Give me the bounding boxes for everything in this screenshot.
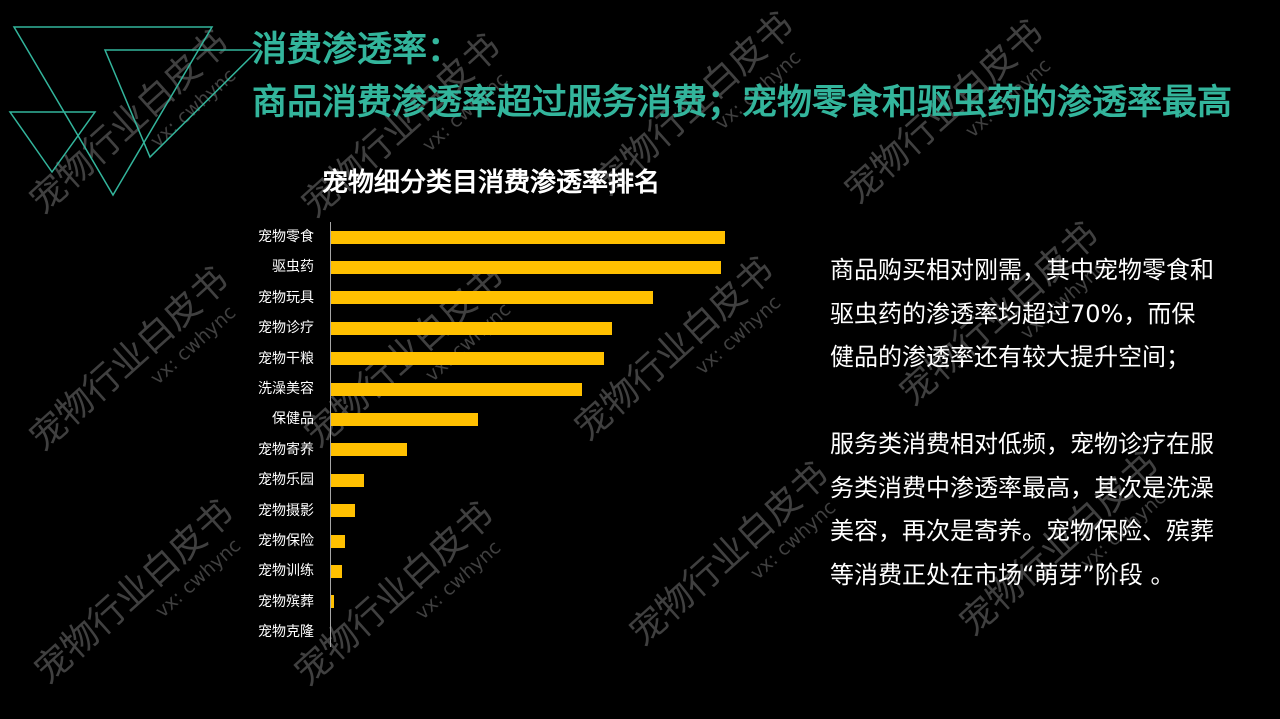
chart-bar [331, 230, 725, 244]
commentary-line: 务类消费中渗透率最高，其次是洗澡 [830, 473, 1214, 502]
category-label: 保健品 [272, 411, 314, 428]
y-axis-line [330, 222, 331, 647]
chart-bar [331, 443, 408, 457]
chart-bar [331, 291, 653, 305]
category-label: 宠物殡葬 [258, 593, 314, 610]
commentary-paragraph: 商品购买相对刚需，其中宠物零食和 驱虫药的渗透率均超过70%，而保 健品的渗透率… [830, 249, 1214, 380]
category-label: 宠物摄影 [258, 502, 314, 519]
chart-bar [331, 564, 342, 578]
commentary-paragraph: 服务类消费相对低频，宠物诊疗在服 务类消费中渗透率最高，其次是洗澡 美容，再次是… [830, 423, 1214, 597]
category-label: 洗澡美容 [258, 381, 314, 397]
chart-bar [331, 534, 346, 548]
commentary-line: 服务类消费相对低频，宠物诊疗在服 [830, 430, 1214, 458]
chart-bar [331, 260, 722, 274]
commentary-line: 等消费正处在市场“萌芽”阶段 。 [830, 560, 1175, 589]
bar-chart: 宠物零食驱虫药宠物玩具宠物诊疗宠物干粮洗澡美容保健品宠物寄养宠物乐园宠物摄影宠物… [180, 210, 740, 660]
chart-bar [331, 595, 334, 609]
category-label: 宠物玩具 [258, 289, 314, 306]
category-label: 驱虫药 [272, 259, 314, 276]
category-label: 宠物诊疗 [258, 320, 314, 337]
chart-bar [331, 504, 356, 518]
chart-bar [331, 382, 583, 396]
chart-bar [331, 412, 479, 426]
category-label: 宠物训练 [258, 563, 314, 580]
commentary: 商品购买相对刚需，其中宠物零食和 驱虫药的渗透率均超过70%，而保 健品的渗透率… [830, 249, 1214, 597]
chart-title: 宠物细分类目消费渗透率排名 [321, 168, 660, 198]
commentary-line: 商品购买相对刚需，其中宠物零食和 [830, 256, 1214, 284]
category-label: 宠物保险 [258, 533, 314, 549]
commentary-line: 健品的渗透率还有较大提升空间； [830, 343, 1190, 371]
category-label: 宠物克隆 [258, 624, 314, 641]
outline-triangles-icon [8, 26, 260, 197]
category-label: 宠物干粮 [258, 350, 314, 367]
chart-bar [331, 352, 605, 366]
title-line-1: 消费渗透率： [252, 30, 463, 70]
category-label: 宠物乐园 [258, 472, 314, 489]
chart-bar [331, 473, 364, 487]
category-label: 宠物零食 [258, 229, 314, 245]
commentary-line: 驱虫药的渗透率均超过70%，而保 [830, 299, 1196, 328]
category-label: 宠物寄养 [258, 441, 314, 458]
title-line-2: 商品消费渗透率超过服务消费；宠物零食和驱虫药的渗透率最高 [252, 83, 1233, 123]
chart-bar [331, 321, 612, 335]
slide-title: 消费渗透率： 商品消费渗透率超过服务消费；宠物零食和驱虫药的渗透率最高 [252, 24, 1232, 130]
commentary-line: 美容，再次是寄养。宠物保险、殡葬 [830, 517, 1214, 545]
